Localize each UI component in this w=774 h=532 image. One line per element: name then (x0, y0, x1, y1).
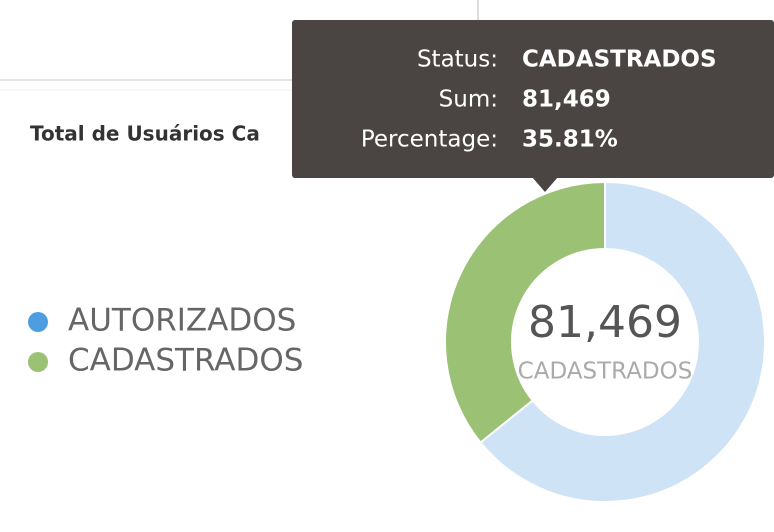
tooltip-box (292, 20, 774, 178)
tooltip-value: CADASTRADOS (522, 47, 717, 73)
tooltip-label: Status: (417, 47, 498, 73)
tooltip-value: 81,469 (522, 87, 611, 113)
chart-title: Total de Usuários Ca (30, 122, 260, 146)
tooltip-value: 35.81% (522, 127, 618, 153)
donut-segment (479, 180, 766, 503)
legend-marker (28, 352, 48, 372)
tooltip-label: Percentage: (361, 127, 498, 153)
legend-label: AUTORIZADOS (68, 303, 296, 339)
center-label: CADASTRADOS (518, 359, 693, 385)
tooltip-label: Sum: (439, 87, 498, 113)
tooltip: Status: CADASTRADOS Sum: 81,469 Percentage: 3… (292, 20, 774, 192)
donut (444, 180, 766, 503)
center-value: 81,469 (528, 297, 682, 348)
legend-marker (28, 312, 48, 332)
legend: AUTORIZADOS CADASTRADOS (28, 303, 303, 379)
tooltip-arrow (532, 177, 558, 192)
donut-segment (444, 180, 606, 444)
legend-label: CADASTRADOS (68, 343, 303, 379)
